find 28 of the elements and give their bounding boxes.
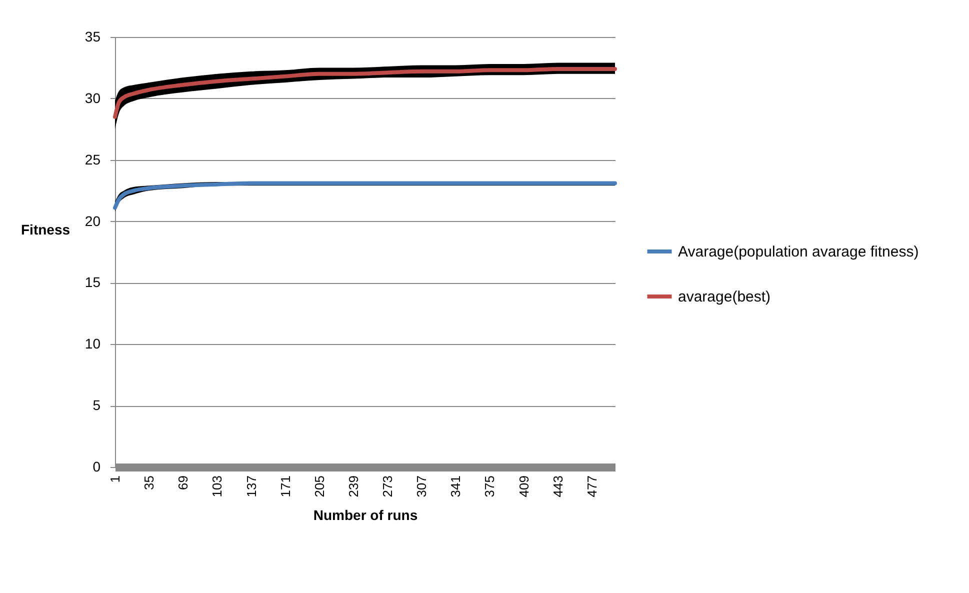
x-tick-label: 273: [380, 476, 396, 498]
y-tick-label: 20: [84, 212, 101, 229]
x-axis-title: Number of runs: [313, 507, 418, 524]
y-tick-label: 0: [92, 458, 101, 474]
x-tick-label: 375: [482, 476, 498, 498]
x-tick-label: 1: [108, 476, 122, 483]
x-tick-label: 341: [448, 476, 464, 498]
x-tick-label: 171: [278, 476, 293, 498]
x-tick-label: 307: [414, 476, 430, 498]
line-series: [113, 66, 617, 119]
x-tick-label: 103: [210, 476, 225, 498]
x-tick-label: 137: [244, 476, 259, 498]
y-tick-label: 10: [84, 336, 101, 352]
legend-label: avarage(best): [678, 288, 771, 306]
y-tick-label: 25: [84, 151, 101, 168]
x-tick-label: 35: [142, 476, 157, 490]
x-tick-label: 477: [584, 476, 600, 498]
x-tick-label: 205: [312, 476, 327, 498]
y-tick-label: 15: [84, 274, 101, 290]
y-axis-title: Fitness: [20, 222, 70, 238]
x-tick-label: 409: [516, 476, 532, 498]
x-tick-label: 239: [346, 476, 361, 498]
y-tick-label: 35: [84, 28, 101, 44]
x-tick-label: 443: [550, 476, 566, 498]
x-tick-label: 69: [176, 476, 191, 490]
y-tick-label: 30: [84, 90, 101, 106]
legend-label: Avarage(population avarage fitness): [678, 244, 919, 260]
y-tick-label: 5: [92, 397, 101, 414]
